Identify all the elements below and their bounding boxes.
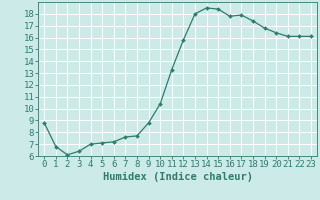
X-axis label: Humidex (Indice chaleur): Humidex (Indice chaleur) xyxy=(103,172,252,182)
